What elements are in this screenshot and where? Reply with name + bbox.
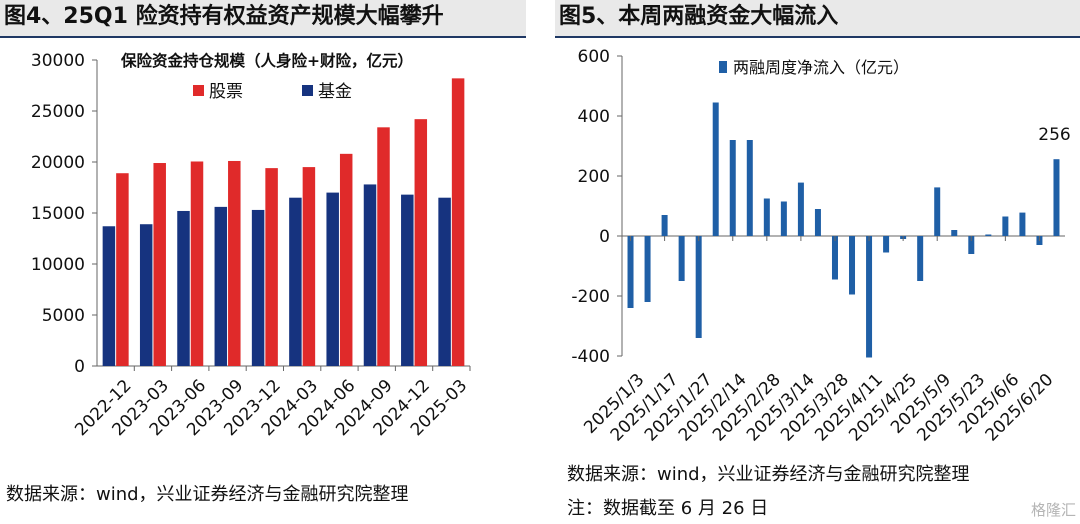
- bar-fund: [177, 210, 190, 366]
- bar-net-inflow: [780, 201, 787, 236]
- bar-stock: [153, 163, 166, 366]
- bar-net-inflow: [883, 236, 890, 253]
- left-chart-title: 保险资金持仓规模（人身险+财险，亿元）: [120, 51, 413, 70]
- right-panel-title: 图5、本周两融资金大幅流入: [555, 0, 1080, 36]
- legend-fund-swatch: [302, 85, 313, 96]
- bar-fund: [363, 184, 377, 366]
- bar-net-inflow: [1053, 159, 1060, 236]
- bar-stock: [302, 167, 316, 366]
- left-y-tick-label: 20000: [31, 153, 85, 173]
- bar-net-inflow: [866, 236, 873, 358]
- right-y-tick-label: 400: [578, 107, 610, 127]
- bar-net-inflow: [712, 102, 719, 236]
- bar-net-inflow: [746, 140, 753, 236]
- bar-fund: [289, 197, 302, 366]
- bar-stock: [190, 161, 204, 366]
- bar-fund: [401, 194, 414, 366]
- bar-net-inflow: [729, 140, 736, 236]
- bar-stock: [228, 160, 241, 366]
- left-y-tick-label: 30000: [31, 51, 85, 71]
- bar-stock: [451, 78, 465, 367]
- bar-fund: [438, 197, 451, 366]
- bar-net-inflow: [797, 182, 804, 236]
- bar-stock: [414, 119, 428, 366]
- bar-net-inflow: [985, 234, 992, 236]
- left-source-note: 数据来源：wind，兴业证券经济与金融研究院整理: [6, 484, 409, 505]
- bar-net-inflow: [1019, 212, 1026, 236]
- left-title-rule: [0, 36, 526, 38]
- left-y-tick-label: 5000: [42, 306, 85, 326]
- legend-fund-label: 基金: [318, 82, 352, 102]
- bar-stock: [116, 173, 129, 366]
- bar-net-inflow: [917, 236, 924, 281]
- right-source-note: 数据来源：wind，兴业证券经济与金融研究院整理: [567, 464, 970, 485]
- bar-net-inflow: [951, 230, 958, 236]
- bar-net-inflow: [814, 209, 821, 236]
- bar-net-inflow: [763, 198, 770, 236]
- bar-net-inflow: [661, 215, 668, 236]
- left-y-tick-label: 25000: [31, 102, 85, 122]
- bar-net-inflow: [1002, 216, 1009, 236]
- legend-inflow-label: 两融周度净流入（亿元）: [733, 58, 909, 77]
- legend-stock-swatch: [193, 85, 204, 96]
- left-panel-title: 图4、25Q1 险资持有权益资产规模大幅攀升: [0, 0, 526, 36]
- bar-stock: [377, 127, 390, 366]
- bar-net-inflow: [934, 187, 941, 236]
- right-y-tick-label: 0: [599, 227, 610, 247]
- right-y-tick-label: -200: [571, 287, 610, 307]
- watermark-logo: 格隆汇: [1030, 501, 1076, 519]
- bar-stock: [339, 153, 353, 366]
- bar-fund: [102, 226, 116, 366]
- legend-inflow-swatch: [719, 61, 727, 73]
- left-y-tick-label: 10000: [31, 255, 85, 275]
- bar-net-inflow: [849, 236, 856, 295]
- left-y-tick-label: 0: [74, 357, 85, 377]
- bar-stock: [265, 168, 278, 366]
- bar-net-inflow: [695, 236, 702, 338]
- right-date-note: 注：数据截至 6 月 26 日: [567, 498, 769, 519]
- left-y-tick-label: 15000: [31, 204, 85, 224]
- bar-fund: [251, 209, 265, 366]
- bar-net-inflow: [968, 236, 975, 254]
- right-value-annotation: 256: [1038, 125, 1070, 145]
- bar-net-inflow: [627, 236, 634, 308]
- bar-fund: [326, 192, 339, 366]
- bar-net-inflow: [831, 236, 838, 280]
- bar-fund: [139, 224, 153, 366]
- bar-net-inflow: [644, 236, 651, 302]
- right-y-tick-label: 200: [578, 167, 610, 187]
- right-title-rule: [555, 36, 1080, 38]
- bar-fund: [214, 206, 228, 366]
- right-y-tick-label: -400: [571, 347, 610, 367]
- right-y-tick-label: 600: [578, 47, 610, 67]
- bar-net-inflow: [678, 236, 685, 281]
- legend-stock-label: 股票: [209, 82, 243, 102]
